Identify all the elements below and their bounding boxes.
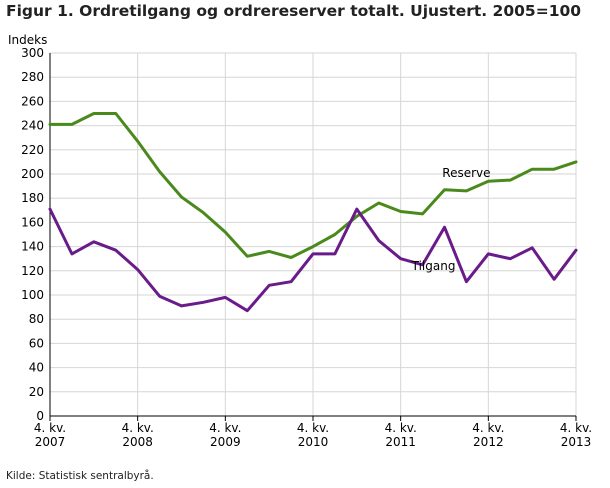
y-tick-label: 20 (29, 385, 44, 399)
series-lines (48, 112, 578, 313)
x-tick-label: 4. kv. (560, 421, 592, 435)
x-tick-label-year: 2013 (561, 435, 592, 449)
x-tick-label-year: 2008 (122, 435, 153, 449)
chart-title: Figur 1. Ordretilgang og ordrereserver t… (6, 2, 582, 20)
y-tick-label: 100 (21, 288, 44, 302)
x-tick-label: 4. kv. (34, 421, 66, 435)
y-tick-label: 220 (21, 143, 44, 157)
y-tick-label: 260 (21, 94, 44, 108)
series-label-reserve: Reserve (442, 166, 490, 180)
y-tick-label: 280 (21, 70, 44, 84)
x-tick-label: 4. kv. (297, 421, 329, 435)
y-tick-label: 180 (21, 191, 44, 205)
x-tick-label: 4. kv. (122, 421, 154, 435)
y-tick-label: 40 (29, 361, 44, 375)
series-line-reserve (48, 112, 578, 259)
x-tick-label: 4. kv. (472, 421, 504, 435)
y-tick-label: 80 (29, 312, 44, 326)
grid-lines (49, 52, 577, 417)
x-tick-label-year: 2010 (298, 435, 329, 449)
x-tick-label: 4. kv. (209, 421, 241, 435)
series-line-tilgang (48, 207, 578, 313)
y-tick-label: 120 (21, 264, 44, 278)
x-tick-label-year: 2007 (35, 435, 66, 449)
y-tick-label: 60 (29, 336, 44, 350)
y-axis-title: Indeks (8, 33, 47, 47)
tick-labels: 0 20 40 60 80 100 120 140 160 180 200 220 240 260 280 3… (8, 33, 592, 449)
x-tick-label: 4. kv. (385, 421, 417, 435)
x-tick-label-year: 2009 (210, 435, 241, 449)
y-tick-label: 160 (21, 215, 44, 229)
source-note: Kilde: Statistisk sentralbyrå. (6, 470, 154, 482)
x-tick-label-year: 2012 (473, 435, 504, 449)
series-label-tilgang: Tilgang (411, 259, 456, 273)
y-tick-label: 240 (21, 119, 44, 133)
y-tick-label: 200 (21, 167, 44, 181)
y-tick-label: 300 (21, 46, 44, 60)
axes (49, 53, 577, 421)
y-tick-label: 140 (21, 240, 44, 254)
x-tick-label-year: 2011 (385, 435, 416, 449)
y-tick-label: 0 (36, 409, 44, 423)
